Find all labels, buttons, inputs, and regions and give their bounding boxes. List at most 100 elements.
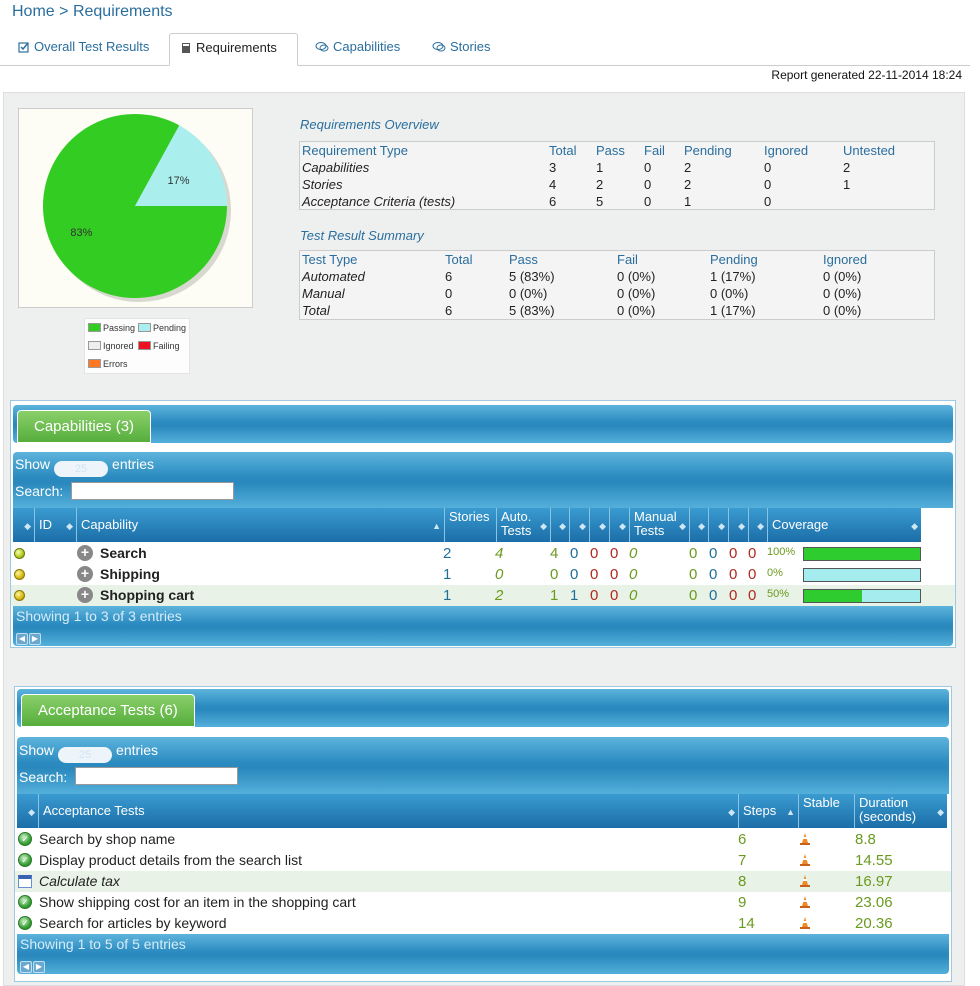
table-row[interactable]: ✓ Show shipping cost for an item in the … bbox=[15, 892, 951, 913]
page-size-control: Show 25 entries bbox=[15, 456, 155, 477]
test-result-summary-table: Test Type Total Pass Fail Pending Ignore… bbox=[299, 250, 935, 320]
tab-bar: Overall Test Results Requirements Capabi… bbox=[0, 28, 970, 66]
expand-plus-icon[interactable]: + bbox=[77, 587, 93, 603]
capability-name[interactable]: Shopping cart bbox=[100, 587, 195, 603]
coverage-column-header[interactable]: Coverage ◆ bbox=[772, 517, 918, 532]
check-icon: ✓ bbox=[18, 832, 32, 846]
page-size-select[interactable]: 25 bbox=[58, 747, 113, 763]
next-page-button[interactable]: ▶ bbox=[29, 633, 41, 645]
breadcrumb-current: Requirements bbox=[72, 3, 173, 20]
capabilities-search-input[interactable] bbox=[71, 482, 234, 500]
expand-plus-icon[interactable]: + bbox=[77, 545, 93, 561]
coverage-bar bbox=[803, 568, 921, 582]
table-row: Manual 0 0 (0%) 0 (0%) 0 (0%) 0 (0%) bbox=[302, 286, 862, 301]
tab-acceptance-tests-count[interactable]: Acceptance Tests (6) bbox=[21, 694, 195, 727]
prev-page-button[interactable]: ◀ bbox=[16, 633, 28, 645]
acceptance-tests-section: Acceptance Tests (6) Show 25 entries Searc… bbox=[14, 686, 952, 982]
steps-column-header[interactable]: Steps ▲ bbox=[739, 794, 799, 828]
next-page-button[interactable]: ▶ bbox=[33, 961, 45, 973]
tab-stories[interactable]: Stories bbox=[422, 33, 500, 66]
status-column-header[interactable]: ◆ bbox=[17, 794, 39, 828]
book-icon bbox=[182, 43, 190, 53]
manual-fail-column-header[interactable]: ◆ bbox=[709, 508, 729, 542]
id-column-header[interactable]: ID ◆ bbox=[35, 508, 77, 542]
acceptance-table-header: ◆ Acceptance Tests ◆ Steps ▲ Stable Durati… bbox=[17, 794, 947, 828]
stable-column-header[interactable]: Stable bbox=[799, 794, 855, 828]
capability-name[interactable]: Shipping bbox=[100, 566, 160, 582]
table-header-row: Test Type Total Pass Fail Pending Ignore… bbox=[302, 252, 868, 267]
pie-label-pending: 17% bbox=[168, 175, 190, 187]
breadcrumb-home-link[interactable]: Home bbox=[12, 3, 55, 20]
test-name-link[interactable]: Show shipping cost for an item in the sh… bbox=[39, 894, 356, 910]
requirements-overview-title: Requirements Overview bbox=[300, 117, 439, 132]
coverage-percent: 100% bbox=[767, 546, 796, 558]
capabilities-table-footer: Showing 1 to 3 of 3 entries ◀ ▶ bbox=[13, 606, 953, 646]
requirements-overview-table: Requirement Type Total Pass Fail Pending… bbox=[299, 141, 935, 210]
table-row[interactable]: + Shopping cart 1 2 1 1 0 0 0 0 0 0 0 50… bbox=[11, 585, 955, 606]
auto-fail-column-header[interactable]: ◆ bbox=[570, 508, 590, 542]
manual-error-column-header[interactable]: ◆ bbox=[729, 508, 749, 542]
checkbox-icon bbox=[18, 42, 29, 53]
report-generated-text: Report generated 22-11-2014 18:24 bbox=[771, 68, 962, 82]
breadcrumb-separator: > bbox=[59, 3, 69, 20]
coverage-percent: 50% bbox=[767, 588, 790, 600]
chart-legend: Passing Pending Ignored Failing Errors bbox=[84, 318, 190, 374]
coverage-bar bbox=[803, 589, 921, 603]
legend-swatch bbox=[138, 341, 151, 350]
pagination-controls: ◀ ▶ bbox=[20, 956, 48, 973]
traffic-cone-icon bbox=[800, 833, 810, 845]
status-column-header[interactable]: ◆ bbox=[13, 508, 35, 542]
capabilities-table-header: ◆ ID ◆ Capability ▲ Stories Auto. Tests ◆ ◆… bbox=[13, 508, 921, 542]
page-size-control: Show 25 entries bbox=[19, 742, 159, 763]
tab-capabilities[interactable]: Capabilities bbox=[305, 33, 410, 66]
manual-pass-column-header[interactable]: ◆ bbox=[690, 508, 709, 542]
test-name-link[interactable]: Display product details from the search … bbox=[39, 852, 302, 868]
legend-item-passing: Passing bbox=[88, 321, 135, 335]
status-indicator-icon bbox=[14, 590, 25, 601]
traffic-cone-icon bbox=[800, 854, 810, 866]
table-row[interactable]: ✓ Search by shop name 6 8.8 bbox=[15, 829, 951, 850]
table-row[interactable]: ✓ Display product details from the searc… bbox=[15, 850, 951, 871]
table-header-row: Requirement Type Total Pass Fail Pending… bbox=[302, 143, 896, 158]
acceptance-table-footer: Showing 1 to 5 of 5 entries ◀ ▶ bbox=[17, 934, 949, 974]
duration-column-header[interactable]: Duration (seconds) ◆ bbox=[859, 795, 944, 824]
speech-bubbles-icon bbox=[315, 42, 329, 52]
auto-tests-column-header[interactable]: Auto. Tests ◆ bbox=[497, 508, 551, 542]
stories-column-header[interactable]: Stories bbox=[445, 508, 497, 542]
coverage-bar bbox=[803, 547, 921, 561]
table-row[interactable]: + Shipping 1 0 0 0 0 0 0 0 0 0 0 0% bbox=[11, 564, 955, 585]
table-row[interactable]: ✓ Search for articles by keyword 14 20.3… bbox=[15, 913, 951, 934]
tab-capabilities-count[interactable]: Capabilities (3) bbox=[17, 410, 152, 443]
table-row[interactable]: + Search 2 4 4 0 0 0 0 0 0 0 0 100% bbox=[11, 543, 955, 564]
tab-label: Stories bbox=[450, 39, 491, 54]
auto-pending-column-header[interactable]: ◆ bbox=[610, 508, 630, 542]
status-indicator-icon bbox=[14, 569, 25, 580]
acceptance-tests-column-header[interactable]: Acceptance Tests ◆ bbox=[39, 794, 739, 828]
tab-label: Overall Test Results bbox=[34, 39, 150, 54]
manual-pending-column-header[interactable]: ◆ bbox=[749, 508, 768, 542]
tab-requirements[interactable]: Requirements bbox=[169, 33, 298, 66]
breadcrumb: Home > Requirements bbox=[12, 3, 173, 21]
test-name-link[interactable]: Search for articles by keyword bbox=[39, 915, 227, 931]
acceptance-search-input[interactable] bbox=[75, 767, 238, 785]
legend-item-errors: Errors bbox=[88, 357, 128, 371]
auto-pass-column-header[interactable]: ◆ bbox=[551, 508, 570, 542]
test-name-link[interactable]: Search by shop name bbox=[39, 831, 176, 847]
prev-page-button[interactable]: ◀ bbox=[20, 961, 32, 973]
manual-tests-column-header[interactable]: Manual Tests ◆ bbox=[630, 508, 690, 542]
check-icon: ✓ bbox=[18, 916, 32, 930]
expand-plus-icon[interactable]: + bbox=[77, 566, 93, 582]
auto-error-column-header[interactable]: ◆ bbox=[590, 508, 610, 542]
page-size-select[interactable]: 25 bbox=[54, 461, 109, 477]
pagination-controls: ◀ ▶ bbox=[16, 628, 44, 645]
capability-column-header[interactable]: Capability ▲ bbox=[77, 508, 445, 542]
check-icon: ✓ bbox=[18, 895, 32, 909]
capability-name[interactable]: Search bbox=[100, 545, 147, 561]
entries-count-text: Showing 1 to 5 of 5 entries bbox=[20, 936, 186, 952]
test-name-link[interactable]: Calculate tax bbox=[39, 873, 120, 889]
tab-overall-test-results[interactable]: Overall Test Results bbox=[8, 33, 159, 66]
legend-swatch bbox=[88, 341, 101, 350]
table-row[interactable]: Calculate tax 8 16.97 bbox=[15, 871, 951, 892]
legend-item-ignored: Ignored bbox=[88, 339, 134, 353]
pie-chart-svg: 83% 17% bbox=[43, 113, 231, 302]
